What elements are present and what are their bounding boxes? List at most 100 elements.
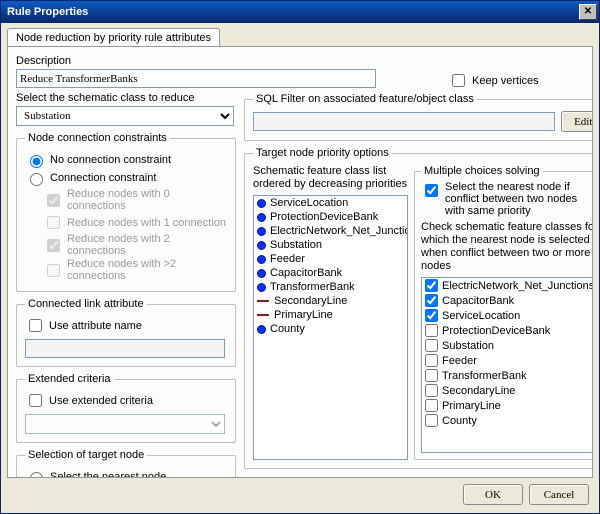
multiple-item[interactable]: ProtectionDeviceBank [422, 323, 593, 338]
multiple-legend: Multiple choices solving [421, 165, 543, 177]
multiple-item-label: TransformerBank [442, 370, 527, 382]
use-extended-check[interactable] [29, 394, 42, 407]
node-icon [257, 283, 266, 292]
schematic-class-select[interactable]: Substation [16, 106, 234, 126]
priority-item[interactable]: ElectricNetwork_Net_Junctions [254, 224, 407, 238]
sql-filter-legend: SQL Filter on associated feature/object … [253, 93, 477, 105]
close-icon[interactable]: ✕ [579, 4, 597, 20]
multiple-item-label: ElectricNetwork_Net_Junctions [442, 280, 593, 292]
priority-item[interactable]: CapacitorBank [254, 266, 407, 280]
extended-select [25, 414, 225, 434]
select-nearest-radio[interactable] [30, 472, 43, 478]
titlebar: Rule Properties ✕ [1, 1, 599, 23]
node-connection-legend: Node connection constraints [25, 132, 170, 144]
reduce-gt2-check [47, 264, 60, 277]
connected-link-group: Connected link attribute Use attribute n… [16, 298, 236, 367]
connection-constraint-radio[interactable] [30, 173, 43, 186]
multiple-item-check[interactable] [425, 324, 438, 337]
multiple-item-check[interactable] [425, 399, 438, 412]
reduce-1-check [47, 216, 60, 229]
target-selection-legend: Selection of target node [25, 449, 147, 461]
multiple-item-check[interactable] [425, 414, 438, 427]
priority-item[interactable]: PrimaryLine [254, 308, 407, 322]
tabstrip: Node reduction by priority rule attribut… [1, 23, 599, 46]
use-attribute-name-check[interactable] [29, 319, 42, 332]
multiple-item-check[interactable] [425, 384, 438, 397]
multiple-item-label: ProtectionDeviceBank [442, 325, 550, 337]
priority-list[interactable]: ServiceLocationProtectionDeviceBankElect… [253, 195, 408, 460]
priority-item-label: TransformerBank [270, 281, 355, 293]
reduce-0-check [47, 194, 60, 207]
rule-properties-window: Rule Properties ✕ Node reduction by prio… [0, 0, 600, 514]
use-extended-label: Use extended criteria [49, 395, 153, 407]
multiple-item-check[interactable] [425, 294, 438, 307]
multiple-item[interactable]: PrimaryLine [422, 398, 593, 413]
priority-legend: Target node priority options [253, 147, 392, 159]
node-icon [257, 199, 266, 208]
multiple-item-check[interactable] [425, 339, 438, 352]
right-column: Keep vertices SQL Filter on associated f… [244, 55, 593, 478]
multiple-item[interactable]: ServiceLocation [422, 308, 593, 323]
priority-group: Target node priority options Schematic f… [244, 147, 593, 469]
priority-item-label: SecondaryLine [274, 295, 347, 307]
dialog-footer: OK Cancel [1, 478, 599, 513]
extended-criteria-legend: Extended criteria [25, 373, 114, 385]
multiple-item-label: PrimaryLine [442, 400, 501, 412]
multiple-item-label: Substation [442, 340, 494, 352]
priority-item-label: Feeder [270, 253, 305, 265]
tab-panel: Description Select the schematic class t… [7, 46, 593, 478]
priority-item[interactable]: Substation [254, 238, 407, 252]
multiple-group: Multiple choices solving Select the near… [414, 165, 593, 460]
multiple-item[interactable]: TransformerBank [422, 368, 593, 383]
sql-edit-button[interactable]: Edit [561, 111, 593, 132]
priority-item[interactable]: ServiceLocation [254, 196, 407, 210]
node-icon [257, 269, 266, 278]
node-icon [257, 255, 266, 264]
multiple-item-label: ServiceLocation [442, 310, 520, 322]
multiple-item-check[interactable] [425, 309, 438, 322]
connection-constraint-label: Connection constraint [50, 172, 156, 184]
sql-filter-group: SQL Filter on associated feature/object … [244, 93, 593, 141]
node-icon [257, 241, 266, 250]
multiple-item[interactable]: CapacitorBank [422, 293, 593, 308]
ok-button[interactable]: OK [463, 484, 523, 505]
use-attribute-name-label: Use attribute name [49, 320, 142, 332]
window-title: Rule Properties [7, 6, 579, 18]
multiple-item[interactable]: Feeder [422, 353, 593, 368]
nearest-if-conflict-check[interactable] [425, 184, 438, 197]
priority-item[interactable]: County [254, 322, 407, 336]
nearest-if-conflict-label: Select the nearest node if conflict betw… [445, 181, 593, 217]
keep-vertices-check[interactable] [452, 74, 465, 87]
priority-item-label: Substation [270, 239, 322, 251]
connected-link-legend: Connected link attribute [25, 298, 147, 310]
priority-item[interactable]: Feeder [254, 252, 407, 266]
priority-item-label: ElectricNetwork_Net_Junctions [270, 225, 408, 237]
multiple-item[interactable]: County [422, 413, 593, 428]
priority-item[interactable]: SecondaryLine [254, 294, 407, 308]
multiple-item-label: CapacitorBank [442, 295, 514, 307]
sql-filter-input [253, 112, 555, 131]
extended-criteria-group: Extended criteria Use extended criteria [16, 373, 236, 443]
no-constraint-label: No connection constraint [50, 154, 171, 166]
multiple-item[interactable]: ElectricNetwork_Net_Junctions [422, 278, 593, 293]
node-icon [257, 227, 266, 236]
multiple-item[interactable]: SecondaryLine [422, 383, 593, 398]
priority-item[interactable]: TransformerBank [254, 280, 407, 294]
multiple-note: Check schematic feature classes for whic… [421, 221, 593, 273]
priority-item-label: ServiceLocation [270, 197, 348, 209]
multiple-item-check[interactable] [425, 354, 438, 367]
no-constraint-radio[interactable] [30, 155, 43, 168]
schematic-class-label: Select the schematic class to reduce [16, 92, 236, 104]
multiple-item[interactable]: Substation [422, 338, 593, 353]
node-connection-group: Node connection constraints No connectio… [16, 132, 236, 292]
multiple-item-label: SecondaryLine [442, 385, 515, 397]
cancel-button[interactable]: Cancel [529, 484, 589, 505]
multiple-list[interactable]: ElectricNetwork_Net_Junctions CapacitorBa… [421, 277, 593, 453]
multiple-item-check[interactable] [425, 279, 438, 292]
priority-item[interactable]: ProtectionDeviceBank [254, 210, 407, 224]
tab-node-reduction[interactable]: Node reduction by priority rule attribut… [7, 28, 220, 47]
multiple-item-check[interactable] [425, 369, 438, 382]
node-icon [257, 213, 266, 222]
description-label: Description [16, 55, 236, 67]
priority-item-label: County [270, 323, 305, 335]
